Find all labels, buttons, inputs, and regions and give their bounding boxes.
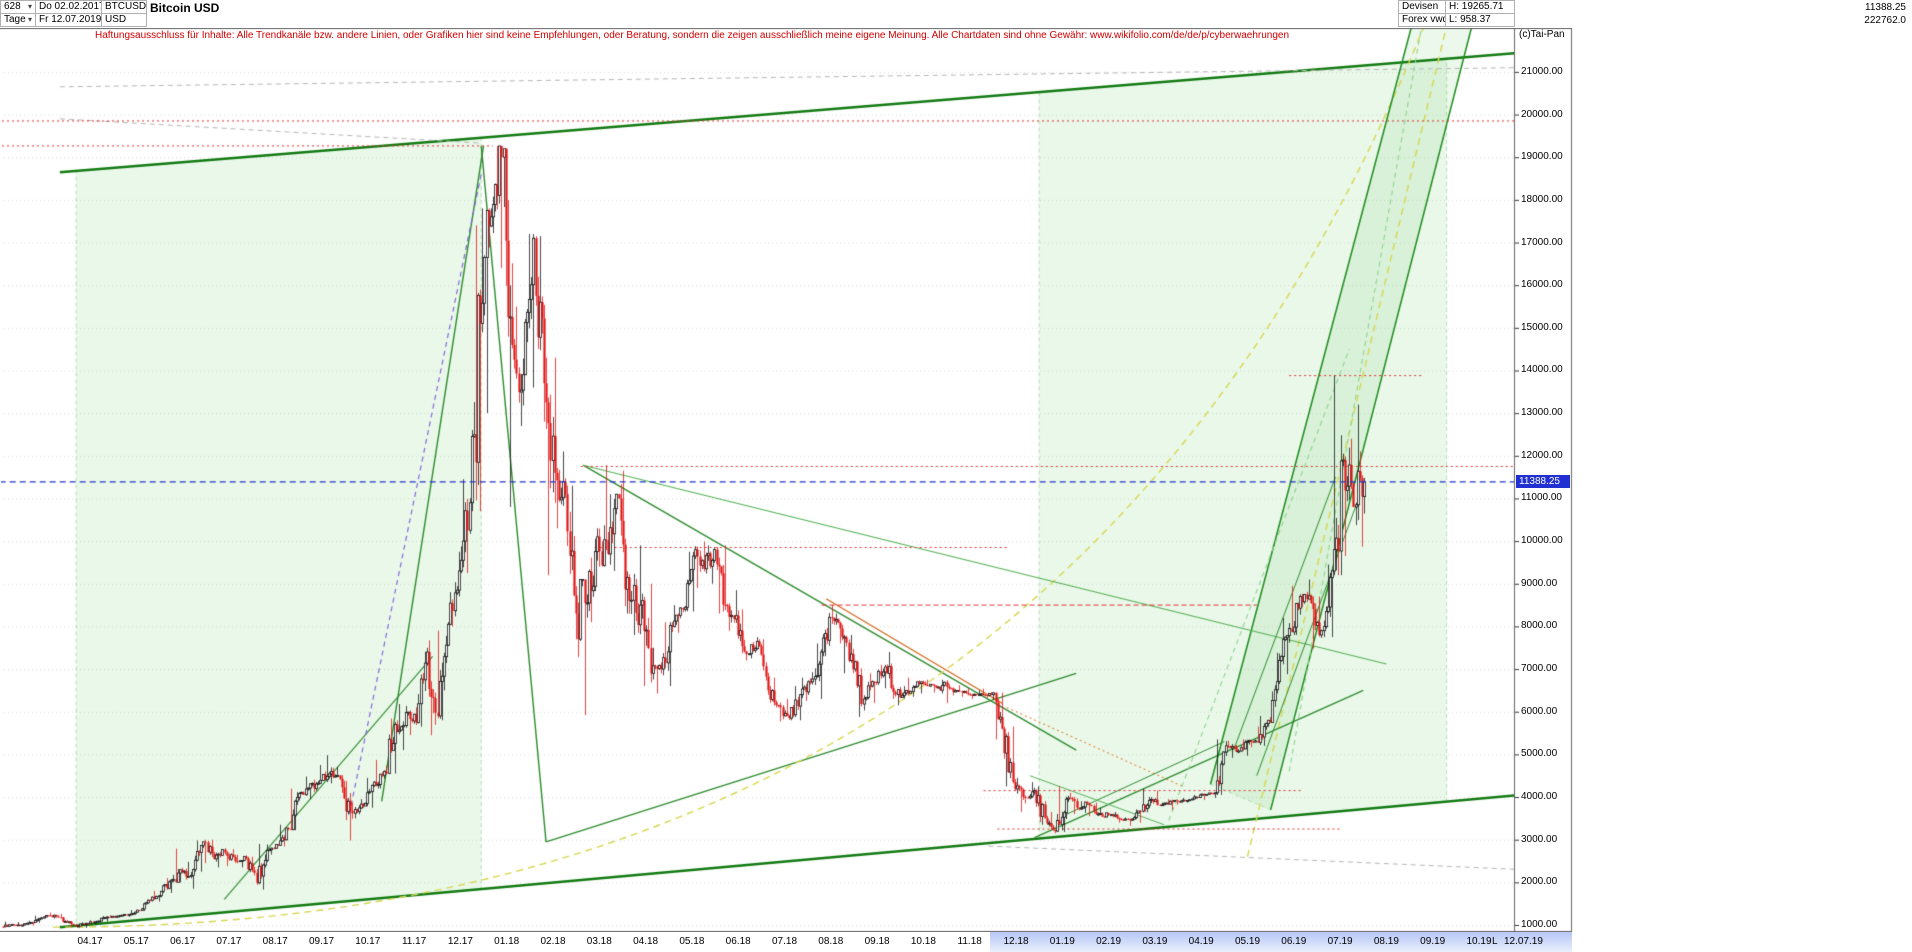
last-price-value: 11388.25 bbox=[1865, 2, 1906, 13]
disclaimer-text: Haftungsausschluss für Inhalte: Alle Tre… bbox=[95, 30, 1290, 41]
last-date-label: 12.07.19 bbox=[1504, 936, 1543, 947]
time-axis-label: 12.17 bbox=[447, 936, 473, 947]
price-tick-label: 5000.00 bbox=[1521, 748, 1558, 760]
time-axis-label: 02.18 bbox=[540, 936, 566, 947]
volume-value: 222762.0 bbox=[1864, 15, 1906, 26]
price-tick-label: 18000.00 bbox=[1521, 193, 1563, 205]
time-axis-label: 11.17 bbox=[401, 936, 427, 947]
time-axis-label: 03.19 bbox=[1142, 936, 1168, 947]
time-axis-label: 07.19 bbox=[1327, 936, 1353, 947]
chevron-down-icon: ▾ bbox=[27, 15, 32, 24]
currency-label: USD bbox=[101, 13, 147, 27]
chevron-down-icon: ▾ bbox=[27, 2, 32, 11]
price-tick-label: 20000.00 bbox=[1521, 108, 1563, 120]
time-axis-label: 01.19 bbox=[1049, 936, 1075, 947]
bars-count-value: 628 bbox=[4, 1, 21, 12]
time-axis-label: 05.18 bbox=[679, 936, 705, 947]
time-axis-label: 09.18 bbox=[864, 936, 890, 947]
feed-label: Forex vwd bbox=[1398, 13, 1446, 27]
time-axis-label: 01.18 bbox=[494, 936, 520, 947]
price-tick-label: 4000.00 bbox=[1521, 791, 1558, 803]
symbol-field[interactable]: BTCUSD bbox=[101, 0, 147, 14]
end-date-field[interactable]: Fr 12.07.2019 bbox=[35, 13, 102, 27]
time-axis-label: 04.17 bbox=[77, 936, 103, 947]
price-tick-label: 21000.00 bbox=[1521, 65, 1563, 77]
time-axis-label: 08.17 bbox=[262, 936, 288, 947]
current-price-tag: 11388.25 bbox=[1516, 475, 1570, 489]
time-axis-label: 06.18 bbox=[725, 936, 751, 947]
price-tick-label: 6000.00 bbox=[1521, 705, 1558, 717]
price-tick-label: 7000.00 bbox=[1521, 663, 1558, 675]
price-tick-label: 15000.00 bbox=[1521, 321, 1563, 333]
time-axis-label: 04.18 bbox=[633, 936, 659, 947]
time-axis-label: 10.17 bbox=[355, 936, 381, 947]
copyright-label: (c)Tai-Pan bbox=[1519, 29, 1565, 40]
time-axis-label: 09.17 bbox=[308, 936, 335, 947]
header-bar: 628 ▾ Do 02.02.2017 BTCUSD Bitcoin USD Ta… bbox=[0, 0, 1912, 28]
time-axis-label: 06.19 bbox=[1281, 936, 1307, 947]
period-dropdown[interactable]: Tage ▾ bbox=[0, 13, 36, 27]
price-tick-label: 16000.00 bbox=[1521, 279, 1563, 291]
time-axis-label: 12.18 bbox=[1003, 936, 1029, 947]
time-axis-label: 09.19 bbox=[1420, 936, 1446, 947]
time-axis-label: 08.18 bbox=[818, 936, 844, 947]
price-tick-label: 19000.00 bbox=[1521, 151, 1563, 163]
price-tick-label: 11000.00 bbox=[1521, 492, 1562, 504]
price-tick-label: 3000.00 bbox=[1521, 833, 1558, 845]
price-tick-label: 2000.00 bbox=[1521, 876, 1558, 888]
price-tick-label: 17000.00 bbox=[1521, 236, 1563, 248]
price-tick-label: 12000.00 bbox=[1521, 449, 1563, 461]
period-high-label: H: 19265.71 bbox=[1445, 0, 1515, 14]
time-axis-label: 05.17 bbox=[123, 936, 149, 947]
time-axis-label: 04.19 bbox=[1188, 936, 1214, 947]
last-date-label: L bbox=[1492, 936, 1498, 947]
price-tick-label: 8000.00 bbox=[1521, 620, 1558, 632]
time-axis-label: 10.18 bbox=[910, 936, 936, 947]
price-tick-label: 14000.00 bbox=[1521, 364, 1563, 376]
market-label: Devisen bbox=[1398, 0, 1446, 14]
time-axis: 04.17 05.17 06.17 07.17 08.17 09.17 10.17 11.17… bbox=[0, 932, 1572, 952]
bars-count-dropdown[interactable]: 628 ▾ bbox=[0, 0, 36, 14]
time-axis-label: 10.19 bbox=[1466, 936, 1492, 947]
period-value: Tage bbox=[4, 14, 26, 25]
time-axis-label: 07.17 bbox=[216, 936, 242, 947]
selected-range-highlight bbox=[990, 932, 1572, 952]
start-date-field[interactable]: Do 02.02.2017 bbox=[35, 0, 102, 14]
time-axis-label: 07.18 bbox=[771, 936, 798, 947]
price-axis: (c)Tai-Pan 11388.25 21000.00 20000.00 1900… bbox=[1515, 0, 1572, 952]
time-axis-label: 11.18 bbox=[957, 936, 982, 947]
price-tick-label: 13000.00 bbox=[1521, 407, 1563, 419]
time-axis-label: 03.18 bbox=[586, 936, 612, 947]
time-axis-label: 05.19 bbox=[1234, 936, 1261, 947]
price-tick-label: 9000.00 bbox=[1521, 577, 1558, 589]
time-axis-label: 02.19 bbox=[1096, 936, 1122, 947]
time-axis-label: 08.19 bbox=[1373, 936, 1399, 947]
price-tick-label: 1000.00 bbox=[1521, 919, 1558, 930]
price-tick-label: 10000.00 bbox=[1521, 535, 1563, 547]
instrument-title: Bitcoin USD bbox=[150, 1, 220, 15]
period-low-label: L: 958.37 bbox=[1445, 13, 1515, 27]
time-axis-label: 06.17 bbox=[170, 936, 196, 947]
